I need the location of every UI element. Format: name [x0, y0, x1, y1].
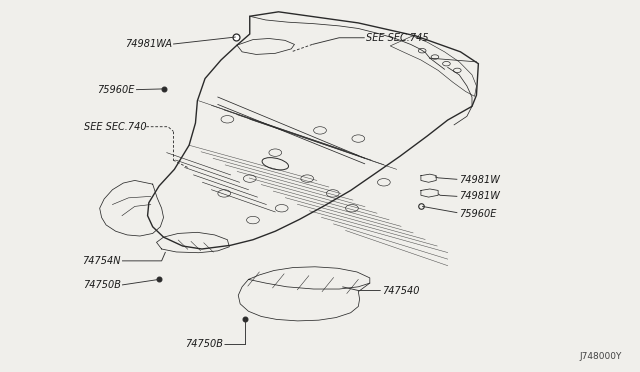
Text: 74981W: 74981W	[460, 175, 500, 185]
Text: 75960E: 75960E	[97, 85, 135, 94]
Text: 747540: 747540	[383, 286, 420, 295]
Text: 75960E: 75960E	[460, 209, 497, 219]
Text: 74981W: 74981W	[460, 191, 500, 201]
Text: 74981WA: 74981WA	[125, 39, 172, 49]
Text: 74750B: 74750B	[83, 280, 121, 290]
Text: SEE SEC.740: SEE SEC.740	[84, 122, 147, 132]
Text: J748000Y: J748000Y	[579, 352, 621, 361]
Text: 74754N: 74754N	[83, 256, 121, 266]
Text: 74750B: 74750B	[185, 339, 223, 349]
Text: SEE SEC.745: SEE SEC.745	[366, 33, 429, 43]
